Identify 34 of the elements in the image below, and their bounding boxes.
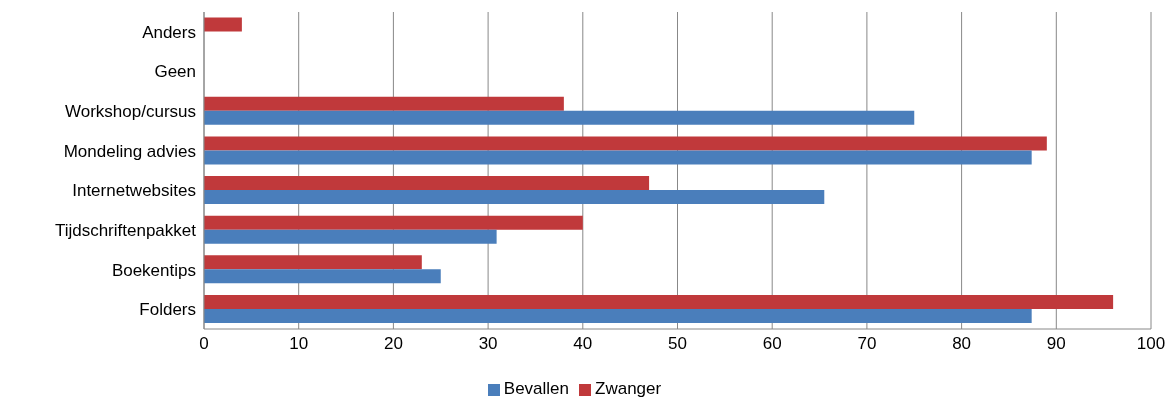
y-tick-label: Anders <box>142 22 196 42</box>
y-tick-label: Folders <box>139 300 196 320</box>
x-tick-label: 40 <box>573 334 593 354</box>
x-tick-label: 10 <box>289 334 309 354</box>
bar <box>204 215 583 230</box>
x-tick-label: 60 <box>762 334 782 354</box>
y-tick-label: Tijdschriftenpakket <box>54 220 197 240</box>
y-tick-label: Workshop/cursus <box>64 102 196 122</box>
x-tick-label: 90 <box>1046 334 1066 354</box>
bar <box>204 110 915 125</box>
x-tick-label: 20 <box>383 334 403 354</box>
y-tick-label: Boekentips <box>111 260 196 280</box>
x-tick-label: 100 <box>1136 334 1166 354</box>
legend-label: Zwanger <box>595 379 662 398</box>
legend-label: Bevallen <box>503 379 570 398</box>
bar <box>204 269 441 284</box>
y-tick-label: Mondeling advies <box>63 141 196 161</box>
bar <box>204 229 497 244</box>
bar <box>204 136 1047 151</box>
bar <box>204 308 1032 323</box>
x-tick-label: 50 <box>668 334 687 354</box>
x-tick-label: 70 <box>857 334 877 354</box>
bar <box>204 294 1114 309</box>
bar <box>204 176 650 191</box>
x-tick-label: 80 <box>952 334 972 354</box>
bar <box>204 190 825 205</box>
x-tick-label: 30 <box>478 334 498 354</box>
bar <box>204 255 422 270</box>
bar <box>204 17 242 32</box>
bar <box>204 96 564 111</box>
x-tick-label: 0 <box>199 334 209 354</box>
bar <box>204 150 1032 165</box>
y-tick-label: Internetwebsites <box>72 181 196 201</box>
y-tick-label: Geen <box>154 62 196 82</box>
